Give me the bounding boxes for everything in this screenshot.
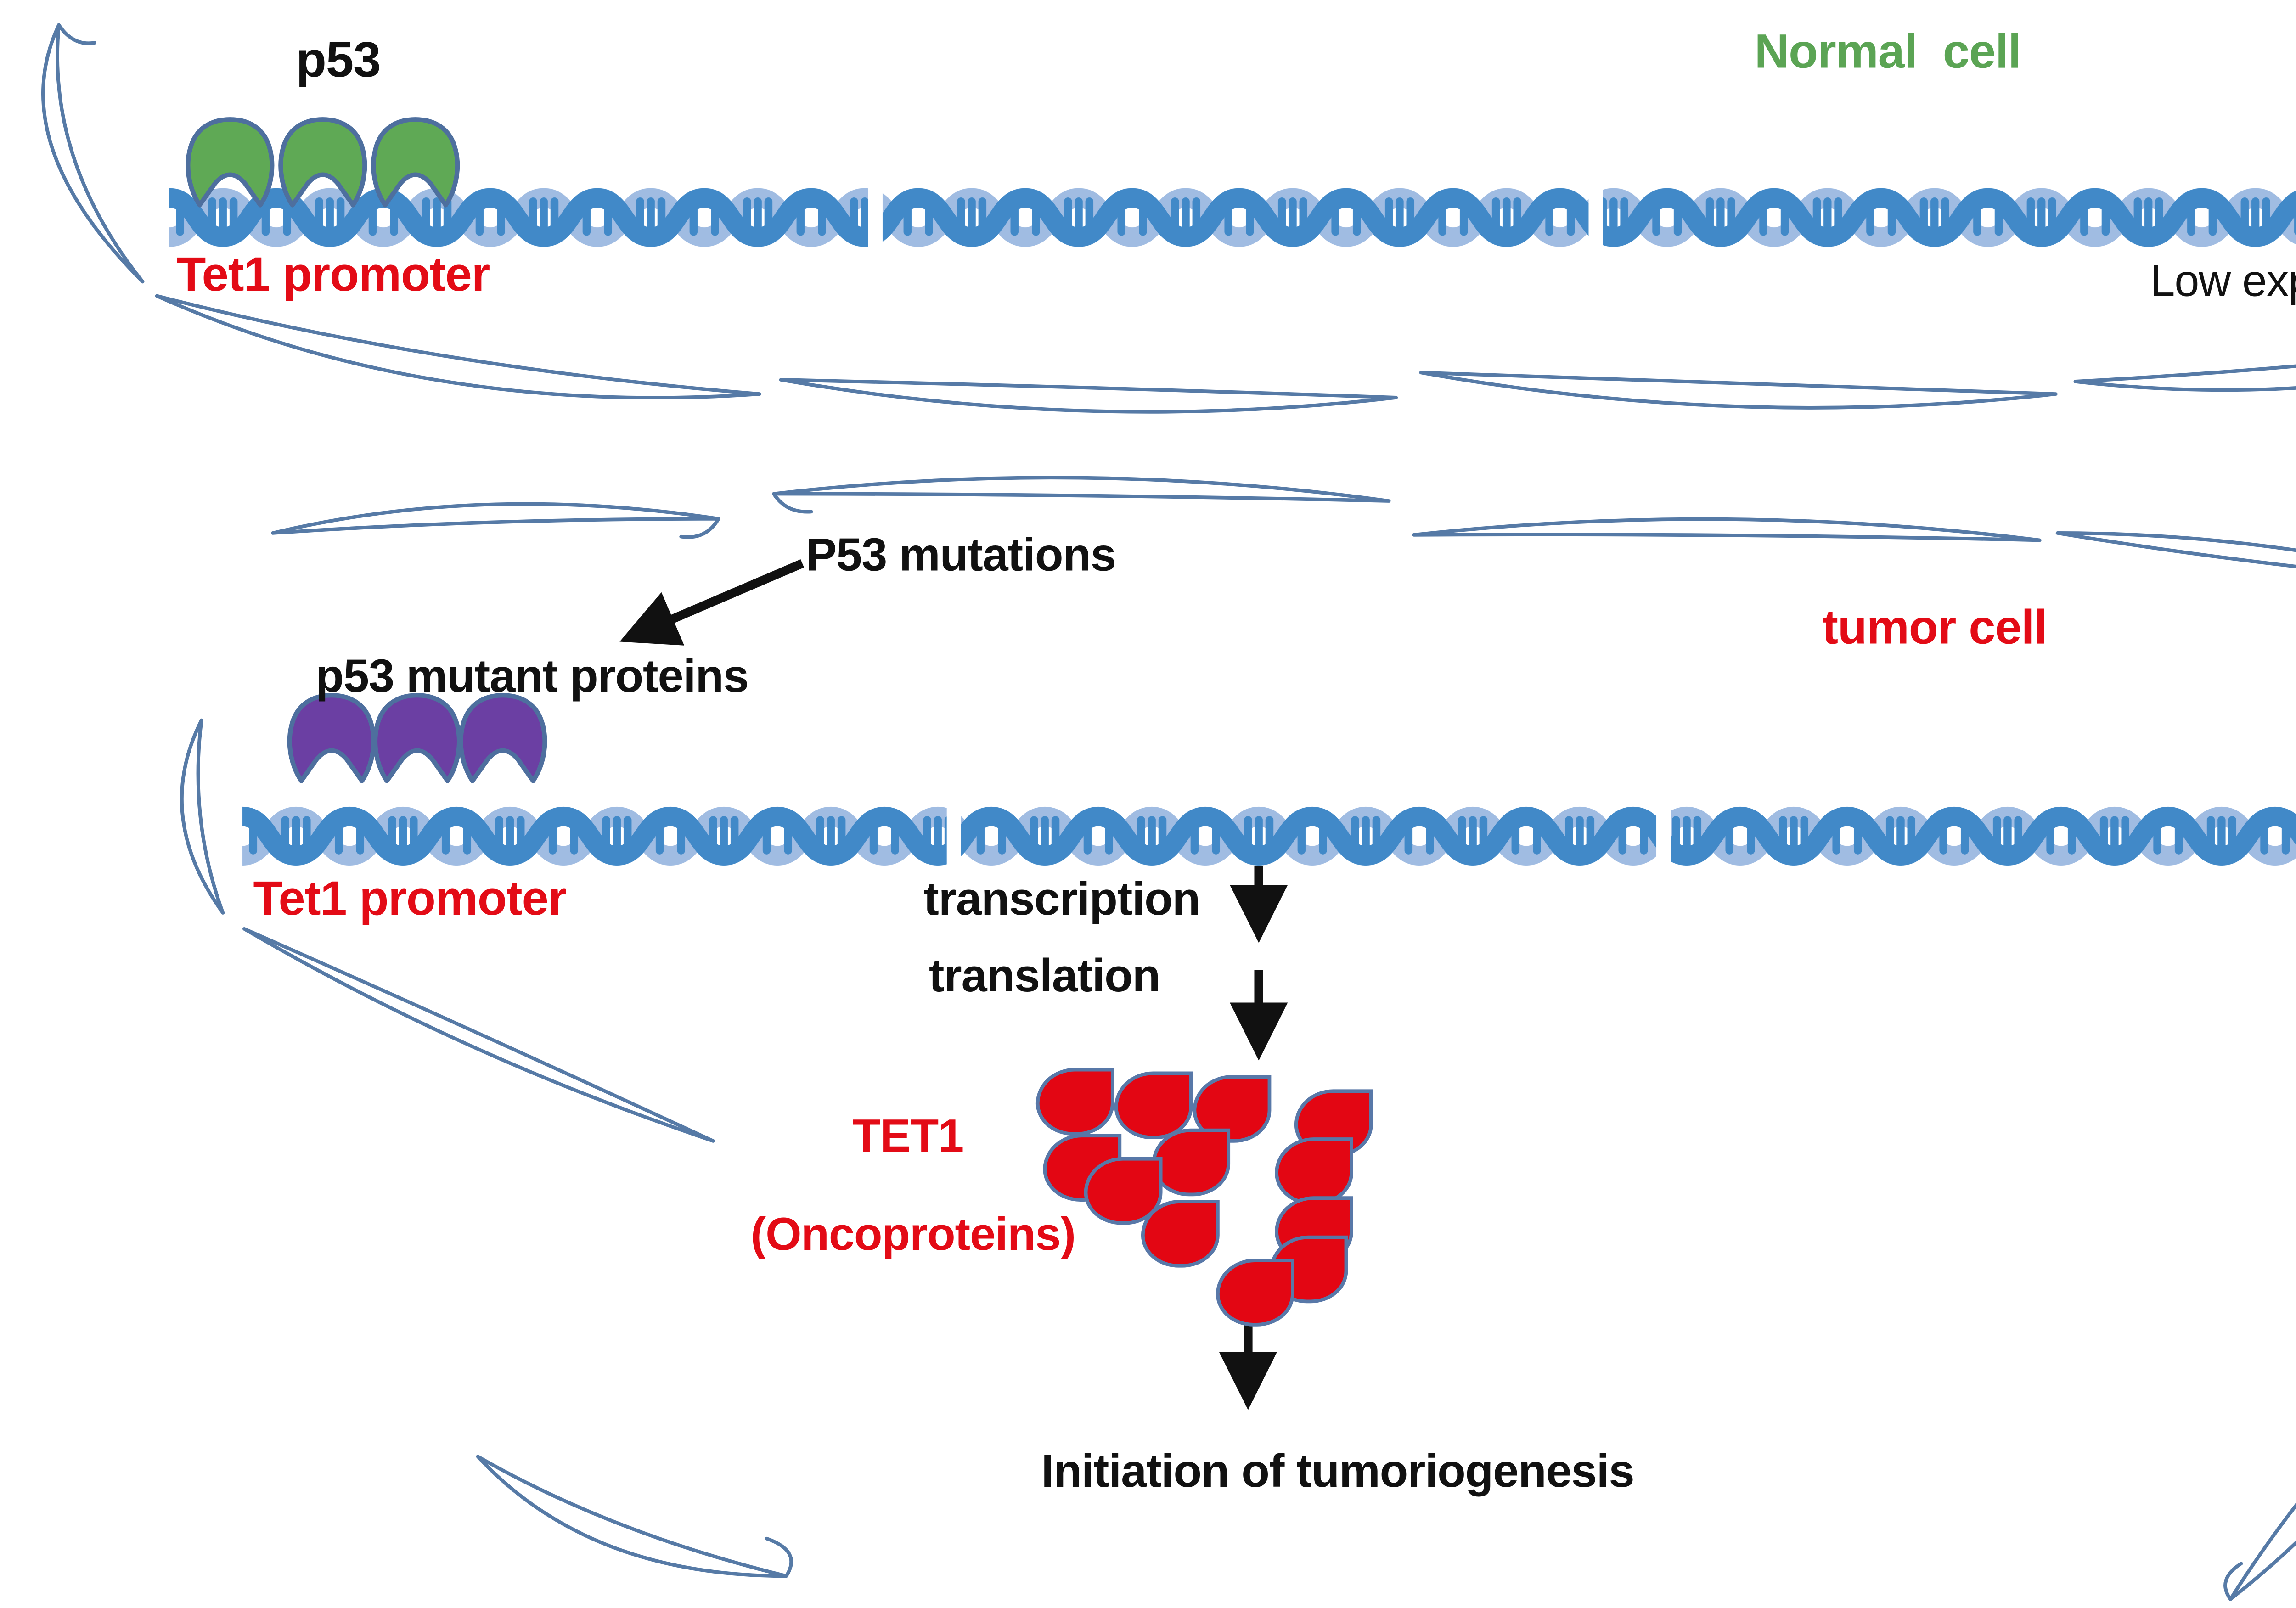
tumor-cell-title: tumor cell (1822, 601, 2048, 654)
tet1-promoter-label-tumor: Tet1 promoter (253, 871, 567, 926)
p53-protein-icon (371, 117, 460, 208)
dna-helix-normal (169, 178, 2296, 257)
p53-mutant-protein-icon (458, 693, 547, 783)
dna-helix-tumor (242, 797, 2296, 876)
initiation-label: Initiation of tumoriogenesis (1041, 1444, 1634, 1498)
p53-mutant-protein-icon (373, 693, 461, 783)
normal-cell-title: Normal cell (1754, 25, 2022, 79)
mutation-arrow-icon (619, 559, 805, 646)
transcription-label: transcription (923, 871, 1200, 926)
tet1-oncoprotein-icon (1084, 1157, 1163, 1225)
tet1-oncoprotein-icon (1141, 1200, 1220, 1268)
tet1-oncoprotein-icon (1216, 1259, 1294, 1327)
tet1-promoter-label-normal: Tet1 promoter (176, 247, 490, 302)
p53-protein-icon (278, 117, 367, 208)
tet1-oncoprotein-icon (1152, 1128, 1231, 1197)
p53-protein-icon (186, 117, 275, 208)
p53-label: p53 (296, 32, 381, 88)
tet1-oncoprotein-icon (1275, 1137, 1353, 1205)
tet1-oncoprotein-icon (1035, 1068, 1114, 1136)
p53-mutant-proteins-label: p53 mutant proteins (315, 649, 749, 703)
tumor-cell-membrane (180, 476, 2296, 1601)
p53-mutations-label: P53 mutations (805, 528, 1116, 581)
tet1-label: TET1 (852, 1109, 964, 1163)
tet1-oncoprotein-icon (1114, 1071, 1193, 1140)
translation-label: translation (929, 948, 1160, 1002)
oncoproteins-label: (Oncoproteins) (750, 1207, 1076, 1261)
p53-mutant-protein-icon (287, 693, 376, 783)
normal-cell-membrane (41, 23, 2296, 414)
low-expression-label: Low expression of TET1 (2150, 257, 2296, 307)
